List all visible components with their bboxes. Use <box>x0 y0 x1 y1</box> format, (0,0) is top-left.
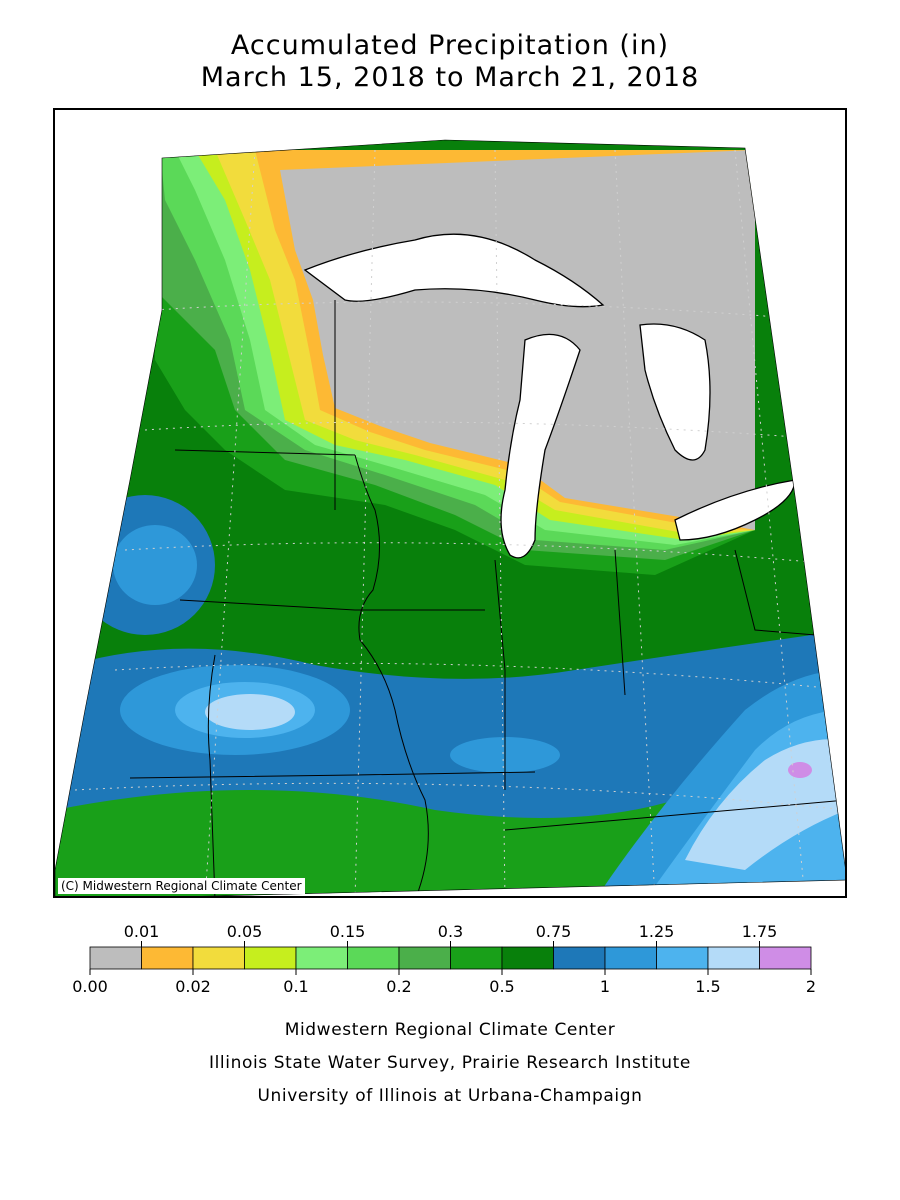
legend-swatch <box>450 946 503 970</box>
legend-bottom-labels: 0.00 0.02 0.1 0.2 0.5 1 1.5 2 <box>72 969 816 996</box>
legend-swatch <box>295 946 348 970</box>
copyright-credit: (C) Midwestern Regional Climate Center <box>58 878 305 894</box>
legend-swatch <box>553 946 606 970</box>
map-date-range: March 15, 2018 to March 21, 2018 <box>200 62 700 93</box>
legend-bottom-label: 0.00 <box>72 977 108 996</box>
lake-michigan <box>500 333 581 559</box>
legend-swatch <box>707 946 760 970</box>
legend-swatch <box>759 946 812 970</box>
domain-outline <box>55 139 845 896</box>
legend-bottom-label: 0.02 <box>175 977 211 996</box>
footer-survey: Illinois State Water Survey, Prairie Res… <box>209 1053 691 1073</box>
legend-swatch <box>398 946 451 970</box>
legend-top-label: 0.75 <box>536 922 572 941</box>
precip-max-spot <box>788 762 812 778</box>
legend-top-label: 1.25 <box>639 922 675 941</box>
legend-bottom-label: 2 <box>806 977 816 996</box>
map-canvas <box>55 139 845 896</box>
lake-erie <box>674 479 796 541</box>
legend-swatch <box>89 946 142 970</box>
legend-swatch <box>501 946 554 970</box>
legend-bottom-label: 0.1 <box>283 977 308 996</box>
legend-top-label: 0.3 <box>438 922 463 941</box>
legend-top-label: 1.75 <box>742 922 778 941</box>
lake-superior <box>303 233 605 308</box>
legend-swatch <box>141 946 194 970</box>
legend-top-label: 0.15 <box>330 922 366 941</box>
legend-top-label: 0.01 <box>124 922 160 941</box>
legend-swatch <box>656 946 709 970</box>
legend-swatch <box>192 946 245 970</box>
legend-top-label: 0.05 <box>227 922 263 941</box>
precipitation-map: (C) Midwestern Regional Climate Center <box>53 108 847 898</box>
legend-swatch <box>604 946 657 970</box>
footer-university: University of Illinois at Urbana-Champai… <box>257 1086 643 1106</box>
precip-pocket-west-inner <box>113 525 197 605</box>
state-boundaries <box>129 300 845 896</box>
map-title: Accumulated Precipitation (in) <box>230 30 670 61</box>
color-legend: 0.01 0.05 0.15 0.3 0.75 1.25 1.75 0.00 0.02 0.1 0… <box>72 922 816 996</box>
graticule <box>74 149 845 896</box>
lake-huron <box>639 323 711 461</box>
legend-boxes <box>89 946 812 970</box>
precip-pocket-central-core <box>205 694 295 730</box>
legend-bottom-label: 1.5 <box>695 977 720 996</box>
legend-swatch <box>347 946 400 970</box>
footer-org: Midwestern Regional Climate Center <box>284 1020 616 1040</box>
legend-swatch <box>244 946 297 970</box>
legend-top-labels: 0.01 0.05 0.15 0.3 0.75 1.25 1.75 <box>124 922 778 947</box>
legend-bottom-label: 0.5 <box>489 977 514 996</box>
legend-bottom-label: 1 <box>600 977 610 996</box>
legend-bottom-label: 0.2 <box>386 977 411 996</box>
